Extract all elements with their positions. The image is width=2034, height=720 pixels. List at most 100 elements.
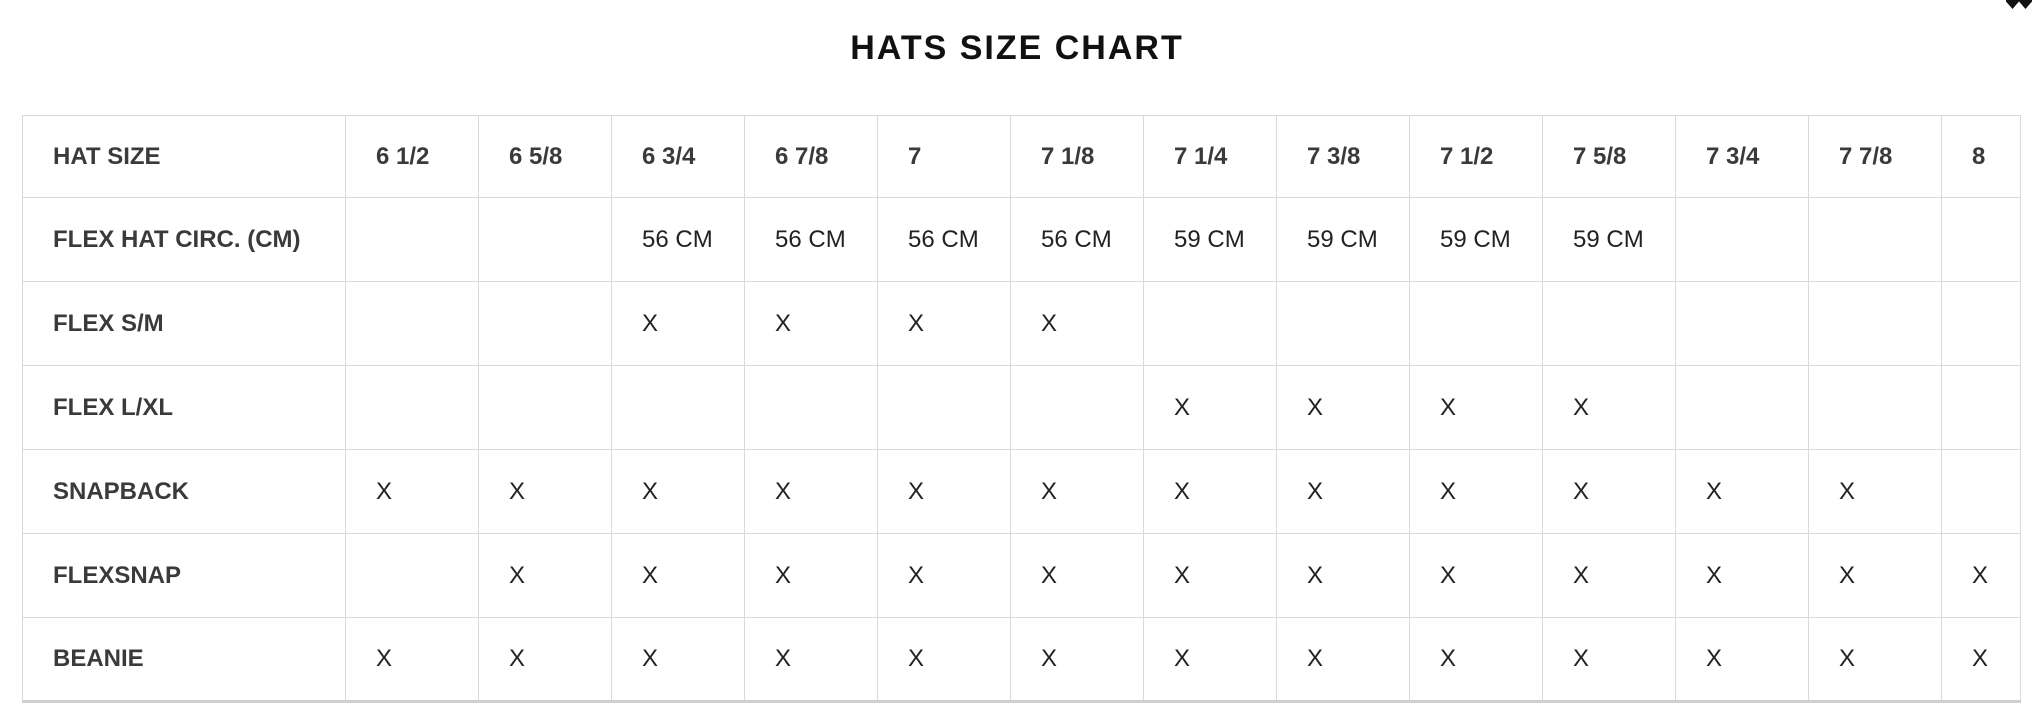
value-cell: X — [1542, 617, 1676, 702]
column-header-cell: 8 — [1941, 115, 2021, 198]
value-cell: X — [1675, 533, 1809, 618]
value-cell — [1143, 281, 1277, 366]
value-cell: X — [478, 617, 612, 702]
value-cell: 59 CM — [1143, 197, 1277, 282]
value-cell: X — [1010, 449, 1144, 534]
value-cell: X — [877, 617, 1011, 702]
value-cell: X — [1409, 365, 1543, 450]
value-cell: X — [1276, 449, 1410, 534]
value-cell — [478, 281, 612, 366]
value-cell — [1941, 281, 2021, 366]
value-cell: X — [345, 449, 479, 534]
value-cell — [345, 365, 479, 450]
column-header-cell: 7 1/2 — [1409, 115, 1543, 198]
column-header-cell: 7 7/8 — [1808, 115, 1942, 198]
value-cell: X — [611, 533, 745, 618]
value-cell: X — [1276, 533, 1410, 618]
table-head: HAT SIZE 6 1/2 6 5/8 6 3/4 6 7/8 7 7 1/8 7 1/4 7… — [22, 115, 2021, 198]
value-cell: X — [611, 281, 745, 366]
value-cell: X — [1143, 533, 1277, 618]
value-cell — [1808, 197, 1942, 282]
value-cell: X — [1941, 617, 2021, 702]
value-cell — [478, 197, 612, 282]
column-header-cell: 6 5/8 — [478, 115, 612, 198]
value-cell: X — [1808, 617, 1942, 702]
value-cell: X — [611, 449, 745, 534]
value-cell: X — [1276, 617, 1410, 702]
value-cell — [1675, 281, 1809, 366]
row-label-cell: FLEX L/XL — [22, 365, 346, 450]
cropped-corner-icon — [2006, 0, 2032, 9]
value-cell — [1276, 281, 1410, 366]
value-cell: X — [744, 617, 878, 702]
value-cell: X — [1808, 533, 1942, 618]
value-cell: 59 CM — [1542, 197, 1676, 282]
value-cell: 56 CM — [877, 197, 1011, 282]
value-cell — [478, 365, 612, 450]
value-cell — [744, 365, 878, 450]
column-header-cell: 6 1/2 — [345, 115, 479, 198]
value-cell: X — [877, 533, 1011, 618]
value-cell: X — [1143, 617, 1277, 702]
value-cell: X — [1941, 533, 2021, 618]
value-cell: X — [1010, 533, 1144, 618]
column-header-cell: 6 3/4 — [611, 115, 745, 198]
table-row: FLEX S/M X X X X — [22, 281, 2021, 366]
value-cell: X — [877, 449, 1011, 534]
hats-size-table: HAT SIZE 6 1/2 6 5/8 6 3/4 6 7/8 7 7 1/8 7 1/4 7… — [22, 115, 2021, 703]
row-label-cell: FLEXSNAP — [22, 533, 346, 618]
table-row: FLEXSNAP X X X X X X X X X X X X — [22, 533, 2021, 618]
value-cell: X — [478, 449, 612, 534]
value-cell: X — [1409, 533, 1543, 618]
value-cell — [1808, 281, 1942, 366]
table-row: SNAPBACK X X X X X X X X X X X X — [22, 449, 2021, 534]
column-header-cell: 7 1/4 — [1143, 115, 1277, 198]
value-cell — [1808, 365, 1942, 450]
value-cell: 56 CM — [611, 197, 745, 282]
column-header-cell: 6 7/8 — [744, 115, 878, 198]
value-cell: X — [1675, 617, 1809, 702]
column-header-cell: 7 — [877, 115, 1011, 198]
value-cell: X — [478, 533, 612, 618]
header-row: HAT SIZE 6 1/2 6 5/8 6 3/4 6 7/8 7 7 1/8 7 1/4 7… — [22, 115, 2021, 198]
value-cell: X — [1276, 365, 1410, 450]
value-cell: X — [345, 617, 479, 702]
value-cell: 56 CM — [744, 197, 878, 282]
value-cell: X — [1010, 281, 1144, 366]
value-cell — [345, 197, 479, 282]
value-cell — [345, 281, 479, 366]
value-cell: 56 CM — [1010, 197, 1144, 282]
value-cell: X — [877, 281, 1011, 366]
value-cell: X — [1542, 533, 1676, 618]
table-body: FLEX HAT CIRC. (CM) 56 CM 56 CM 56 CM 56 CM 5… — [22, 197, 2021, 702]
value-cell — [345, 533, 479, 618]
column-header-cell: 7 5/8 — [1542, 115, 1676, 198]
row-label-cell: FLEX S/M — [22, 281, 346, 366]
value-cell — [1010, 365, 1144, 450]
value-cell — [1675, 197, 1809, 282]
row-label-cell: SNAPBACK — [22, 449, 346, 534]
value-cell: X — [1675, 449, 1809, 534]
table-row: FLEX HAT CIRC. (CM) 56 CM 56 CM 56 CM 56 CM 5… — [22, 197, 2021, 282]
value-cell: X — [611, 617, 745, 702]
value-cell: X — [744, 533, 878, 618]
value-cell — [611, 365, 745, 450]
column-header-cell: 7 3/8 — [1276, 115, 1410, 198]
value-cell: X — [1542, 365, 1676, 450]
value-cell: X — [1542, 449, 1676, 534]
value-cell — [1941, 365, 2021, 450]
value-cell: X — [1010, 617, 1144, 702]
value-cell: 59 CM — [1409, 197, 1543, 282]
row-label-cell: FLEX HAT CIRC. (CM) — [22, 197, 346, 282]
value-cell — [1542, 281, 1676, 366]
value-cell — [1941, 449, 2021, 534]
column-header-cell: 7 3/4 — [1675, 115, 1809, 198]
corner-header-cell: HAT SIZE — [22, 115, 346, 198]
column-header-cell: 7 1/8 — [1010, 115, 1144, 198]
value-cell: X — [744, 449, 878, 534]
value-cell — [1409, 281, 1543, 366]
value-cell: X — [1409, 449, 1543, 534]
value-cell — [1675, 365, 1809, 450]
row-label-cell: BEANIE — [22, 617, 346, 702]
